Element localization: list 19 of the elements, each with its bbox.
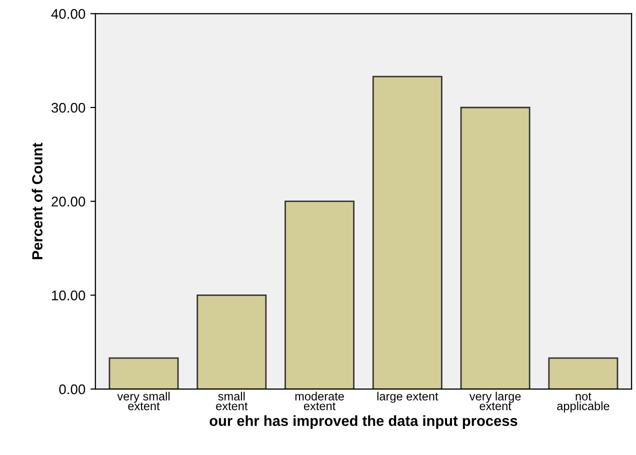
bar bbox=[548, 357, 618, 390]
x-tick-label: very large extent bbox=[469, 392, 521, 410]
x-axis-title: our ehr has improved the data input process bbox=[210, 415, 518, 429]
y-tick-label: 10.00 bbox=[52, 290, 86, 300]
y-tick-label: 0.00 bbox=[59, 384, 86, 394]
x-tick-label: moderate extent bbox=[295, 392, 344, 410]
x-tick-label: very small extent bbox=[117, 392, 170, 410]
bar bbox=[460, 106, 530, 390]
bar bbox=[196, 294, 267, 390]
y-axis-title: Percent of Count bbox=[32, 142, 42, 260]
y-tick-label: 30.00 bbox=[51, 102, 86, 113]
x-tick-label: large extent bbox=[377, 392, 438, 403]
bar bbox=[284, 200, 354, 390]
x-tick-label: not applicable bbox=[557, 392, 610, 413]
y-tick-label: 40.00 bbox=[51, 8, 86, 19]
bar bbox=[108, 357, 179, 390]
y-tick-label: 20.00 bbox=[52, 196, 86, 207]
bar bbox=[372, 76, 442, 390]
x-tick-label: small extent bbox=[216, 392, 248, 410]
